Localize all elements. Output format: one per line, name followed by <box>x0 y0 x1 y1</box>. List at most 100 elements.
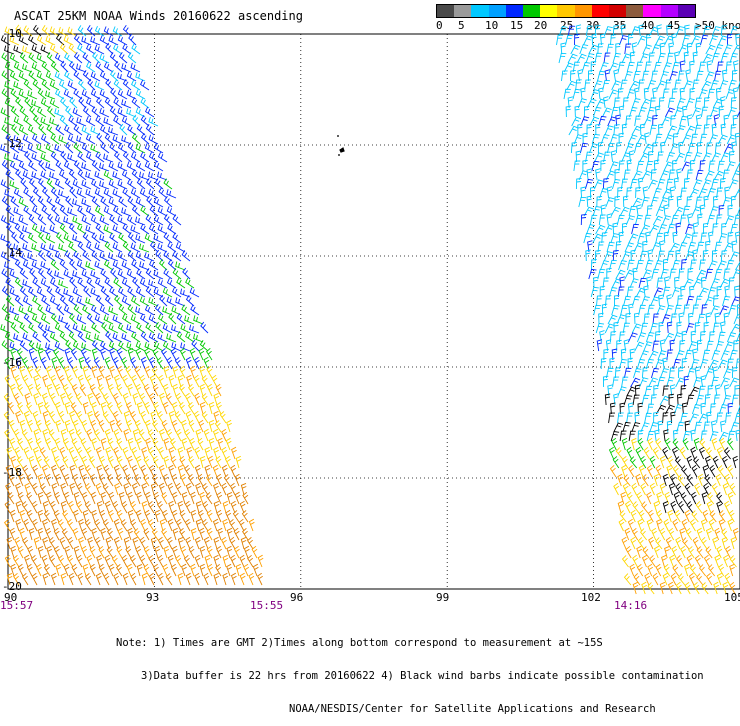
wind-barb <box>16 483 21 495</box>
wind-barb <box>122 208 131 217</box>
wind-barb <box>16 97 23 108</box>
wind-barb <box>642 582 647 594</box>
wind-barb <box>651 170 657 180</box>
wind-barb <box>131 519 136 531</box>
wind-barb <box>132 447 137 459</box>
wind-barb <box>118 366 123 378</box>
wind-barb <box>50 27 59 37</box>
wind-barb <box>64 492 69 504</box>
wind-barb <box>592 34 597 45</box>
wind-barb <box>47 268 55 279</box>
wind-barb <box>137 178 145 189</box>
wind-barb <box>164 546 169 558</box>
wind-barb <box>234 528 239 540</box>
wind-barb <box>96 116 104 126</box>
wind-barb <box>728 465 733 477</box>
wind-barb <box>82 180 91 189</box>
wind-barb <box>82 162 91 171</box>
wind-barb <box>718 161 725 171</box>
wind-barb <box>60 205 68 216</box>
wind-barb <box>214 573 219 585</box>
wind-barb <box>614 483 619 495</box>
wind-barb <box>14 207 23 216</box>
wind-barb <box>158 243 167 252</box>
wind-barb <box>122 333 131 342</box>
wind-barb <box>644 215 651 225</box>
wind-barb <box>122 278 131 288</box>
wind-barb <box>205 447 210 459</box>
wind-barb <box>159 447 164 459</box>
wind-barb <box>128 510 133 522</box>
wind-barb <box>103 411 109 423</box>
wind-barb <box>19 161 28 171</box>
wind-barb <box>113 261 122 271</box>
wind-barb <box>645 62 651 72</box>
wind-barb <box>167 189 176 198</box>
notes: Note: 1) Times are GMT 2)Times along bot… <box>116 616 704 726</box>
wind-barb <box>61 573 66 585</box>
wind-barb <box>185 555 191 567</box>
wind-barb <box>127 420 132 432</box>
wind-barb <box>235 474 240 486</box>
wind-barb <box>92 528 97 540</box>
wind-barb <box>109 564 114 576</box>
wind-barb <box>86 225 95 234</box>
wind-barb <box>701 107 708 117</box>
wind-barb <box>645 386 652 396</box>
wind-barb <box>594 180 603 189</box>
wind-barb <box>182 420 187 432</box>
wind-barb <box>42 62 50 73</box>
wind-barb <box>113 357 118 369</box>
wind-barb <box>148 429 154 441</box>
wind-barb <box>82 270 91 279</box>
wind-barb <box>149 297 158 306</box>
wind-barb <box>75 34 83 45</box>
wind-barb <box>657 519 662 531</box>
wind-barb <box>122 555 127 567</box>
wind-barb <box>562 71 568 81</box>
longitude-label: 102 <box>581 591 601 604</box>
wind-barb <box>37 564 42 576</box>
wind-barb <box>59 135 68 144</box>
wind-barb <box>641 323 648 333</box>
wind-barb <box>637 564 642 576</box>
wind-barb <box>660 483 665 495</box>
wind-barb <box>131 411 136 423</box>
wind-barb <box>33 278 41 288</box>
wind-barb <box>249 519 254 531</box>
wind-barb <box>74 304 82 315</box>
wind-barb <box>47 286 55 297</box>
wind-barb <box>663 501 668 513</box>
wind-barb <box>208 384 213 396</box>
wind-barb <box>118 35 127 45</box>
wind-barb <box>660 396 670 405</box>
wind-barb <box>42 465 47 477</box>
wind-barb <box>52 483 57 495</box>
wind-barb <box>88 393 93 405</box>
wind-barb <box>200 546 205 558</box>
wind-barb <box>16 411 21 423</box>
wind-barb <box>149 117 158 126</box>
wind-barb <box>185 519 190 531</box>
wind-barb <box>223 501 228 513</box>
wind-barb <box>38 322 46 333</box>
wind-barb <box>23 573 28 585</box>
wind-barb <box>636 447 641 459</box>
wind-barb <box>20 340 28 351</box>
wind-barb <box>145 366 150 378</box>
wind-barb <box>113 171 122 180</box>
wind-barb <box>232 447 237 459</box>
wind-barb <box>10 306 19 315</box>
wind-barb <box>82 36 91 45</box>
wind-barb <box>655 360 664 369</box>
wind-barb <box>652 71 659 81</box>
wind-barb <box>127 71 136 81</box>
wind-barb <box>164 366 169 378</box>
wind-barb <box>699 62 706 72</box>
wind-barb <box>34 115 41 126</box>
wind-barb <box>50 118 59 127</box>
wind-barb <box>700 161 706 171</box>
wind-barb <box>23 135 32 145</box>
wind-barb <box>235 546 240 558</box>
wind-barb <box>11 546 16 558</box>
